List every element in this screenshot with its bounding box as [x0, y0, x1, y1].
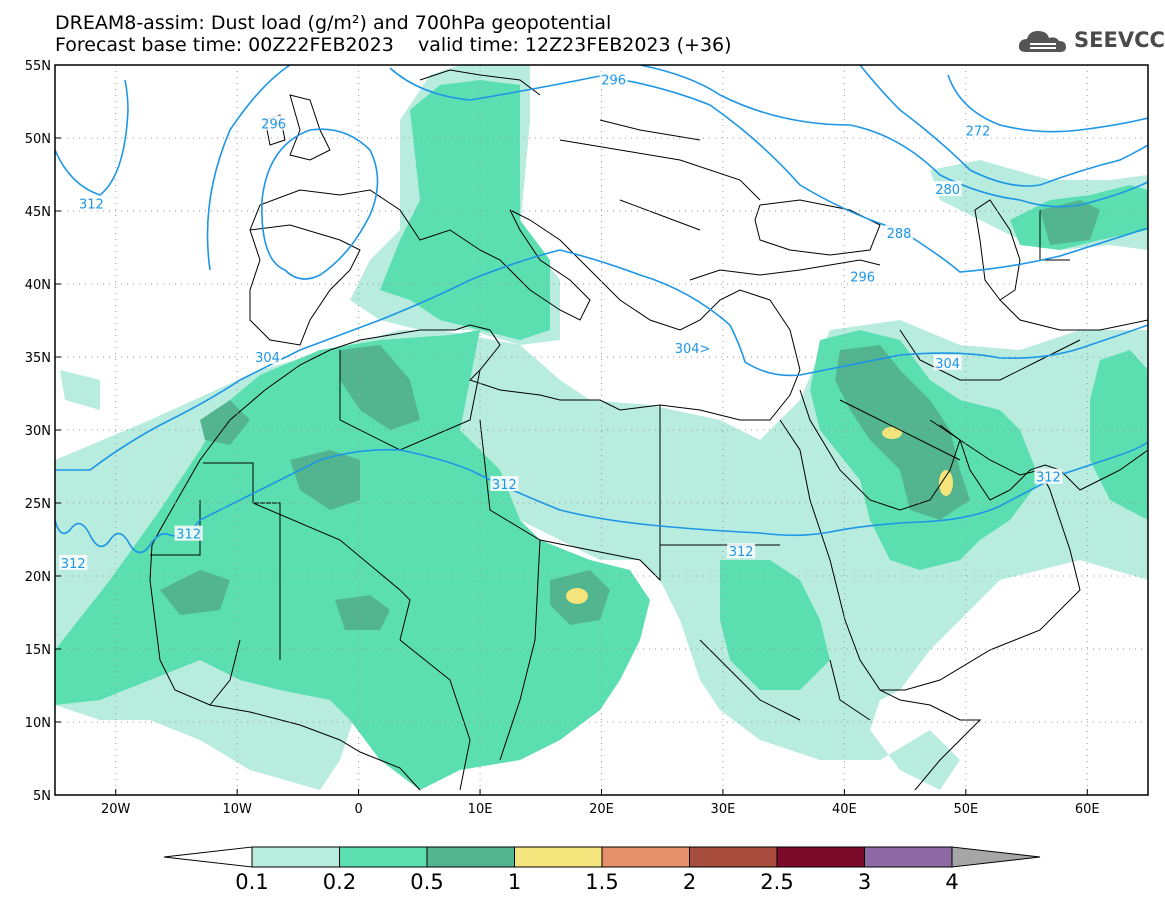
contour-label-bg — [727, 543, 756, 559]
colorbar-swatch — [251, 846, 340, 868]
colorbar-under-triangle — [163, 846, 253, 868]
lat-label: 25N — [25, 497, 51, 512]
contour-label-bg — [674, 340, 711, 356]
contour-label-bg — [933, 354, 962, 370]
lat-label: 50N — [25, 132, 51, 147]
contour-label: 288 — [887, 227, 912, 242]
logo-text: SEEVCCC — [1074, 28, 1165, 52]
lon-label: 10W — [222, 802, 252, 817]
colorbar-label: 4 — [945, 870, 958, 894]
map-title: DREAM8-assim: Dust load (g/m²) and 700hP… — [55, 12, 612, 34]
colorbar-label: 0.2 — [323, 870, 356, 894]
contour-label-bg — [77, 195, 106, 211]
lon-label: 60E — [1075, 802, 1100, 817]
colorbar-label: 2.5 — [760, 870, 793, 894]
contour-label: 272 — [966, 125, 991, 140]
seevccc-logo: SEEVCCC — [1016, 26, 1165, 58]
contour-label-bg — [490, 476, 519, 492]
lon-label: 20W — [101, 802, 131, 817]
colorbar-label: 0.1 — [235, 870, 268, 894]
contour-label-bg — [933, 181, 962, 197]
colorbar-label: 0.5 — [410, 870, 443, 894]
colorbar-label: 3 — [858, 870, 871, 894]
contour-label-bg — [848, 268, 877, 284]
axis-labels: 55N 50N 45N 40N 35N 30N 25N 20N 15N 10N 5N 20W 10W 0 1… — [25, 59, 1100, 817]
contour-label-bg — [885, 224, 914, 240]
lat-label: 35N — [25, 351, 51, 366]
lat-label: 15N — [25, 643, 51, 658]
contour-label: 296 — [261, 117, 286, 132]
colorbar: 0.1 0.2 0.5 1 1.5 2 2.5 3 4 — [163, 846, 1041, 894]
forecast-time-subtitle: Forecast base time: 00Z22FEB2023 valid t… — [55, 34, 732, 56]
colorbar-swatch — [426, 846, 515, 868]
lon-label: 10E — [468, 802, 493, 817]
colorbar-swatch — [689, 846, 778, 868]
contour-label-bg — [174, 525, 203, 541]
lon-label: 40E — [832, 802, 857, 817]
colorbar-swatch — [514, 846, 603, 868]
contour-label-bg — [253, 349, 282, 364]
colorbar-label: 1.5 — [585, 870, 618, 894]
contour-label: 312 — [729, 545, 754, 560]
dust-max-spot — [882, 427, 902, 439]
lon-label: 50E — [953, 802, 978, 817]
geopotential-contours — [55, 65, 1148, 554]
colorbar-label: 2 — [683, 870, 696, 894]
contour-label-bg — [1034, 468, 1063, 484]
contour-labels: 312 296 296 272 280 288 296 304> 304 304 312 312 312… — [59, 71, 1063, 572]
contour-label: 304 — [255, 351, 280, 366]
contour-label-bg — [259, 115, 288, 131]
lat-label: 5N — [33, 789, 51, 804]
colorbar-over-triangle — [951, 846, 1041, 868]
lat-label: 10N — [25, 716, 51, 731]
lat-label: 55N — [25, 59, 51, 74]
contour-label: 312 — [79, 198, 104, 213]
contour-label: 296 — [850, 271, 875, 286]
dust-max-spot — [566, 588, 588, 604]
colorbar-swatch — [601, 846, 690, 868]
lat-lon-grid — [55, 65, 1148, 795]
dust-load-shading — [55, 65, 1148, 790]
lon-label: 0 — [354, 802, 362, 817]
dust-max-spot — [939, 470, 953, 496]
contour-label: 304 — [935, 357, 960, 372]
contour-label-bg — [599, 71, 628, 87]
lat-label: 20N — [25, 570, 51, 585]
cloud-icon — [1018, 31, 1066, 52]
lon-label: 20E — [589, 802, 614, 817]
contour-label: 280 — [935, 183, 960, 198]
lon-label: 30E — [711, 802, 736, 817]
contour-label: 312 — [492, 478, 517, 493]
contour-label-bg — [963, 122, 992, 138]
contour-label: 312 — [61, 557, 86, 572]
lat-label: 45N — [25, 205, 51, 220]
colorbar-swatch — [864, 846, 953, 868]
contour-label: 312 — [176, 528, 201, 543]
contour-label: 312 — [1036, 471, 1061, 486]
contour-label-bg — [59, 554, 88, 570]
lat-label: 40N — [25, 278, 51, 293]
colorbar-swatch — [776, 846, 865, 868]
colorbar-swatch — [339, 846, 428, 868]
contour-label: 296 — [601, 74, 626, 89]
colorbar-label: 1 — [508, 870, 521, 894]
contour-label: 304> — [675, 342, 711, 357]
lat-label: 30N — [25, 424, 51, 439]
